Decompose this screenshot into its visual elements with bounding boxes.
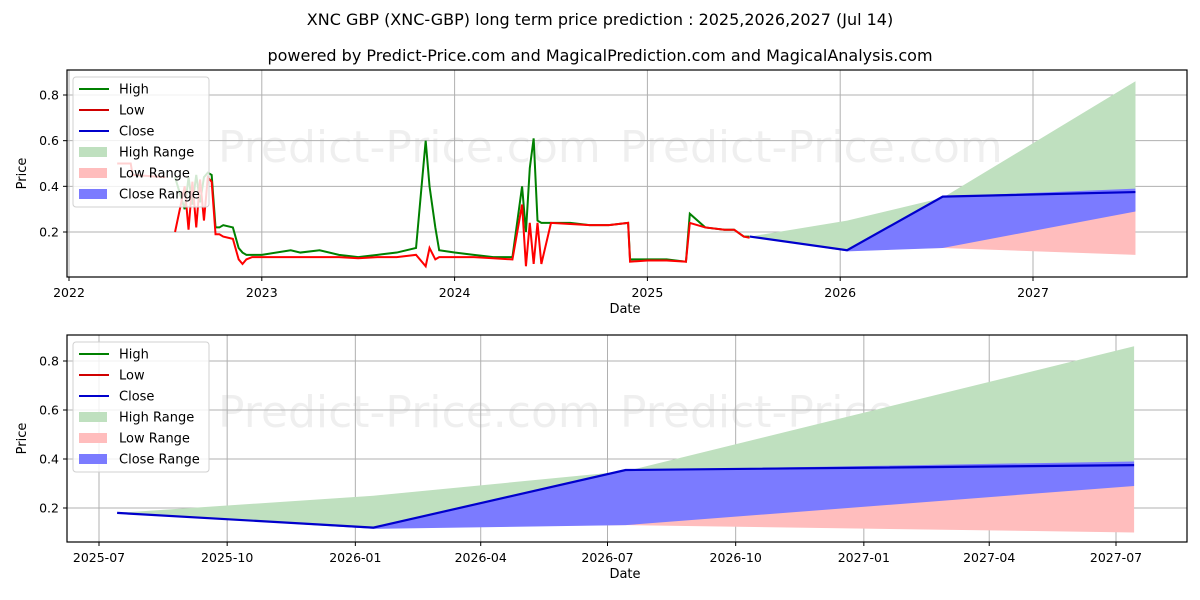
legend-label: Low [119,104,145,119]
low-line [174,174,750,269]
y-tick-label: 0.8 [39,354,59,369]
y-tick-label: 0.8 [39,88,59,103]
high-range-area [749,81,1136,251]
watermark: Predict-Price.com [218,387,601,438]
legend-swatch-low-range [79,168,107,178]
high-range-area [117,346,1135,528]
legend-label: Low [119,369,145,384]
close-line [749,190,1136,252]
x-tick-label: 2026 [824,285,856,300]
y-tick-label: 0.2 [39,501,59,516]
legend-label: Low Range [119,432,190,447]
y-axis-label: Price [15,423,30,455]
y-tick-label: 0.4 [39,452,59,467]
legend-label: Close [119,390,154,405]
y-axis-label: Price [15,158,30,190]
y-tick-label: 0.6 [39,403,59,418]
x-tick-label: 2024 [439,285,471,300]
legend-label: High [119,348,149,363]
bottom-plot-frame [66,334,1188,543]
legend-swatch-close-range [79,454,107,464]
legend-label: Close Range [119,453,200,468]
x-tick-label: 2023 [246,285,278,300]
watermark: Predict-Price.com [218,122,601,173]
close-line [117,464,1135,529]
x-tick-label: 2026-04 [455,550,507,565]
x-tick-label: 2025-07 [73,550,125,565]
x-tick-label: 2026-01 [329,550,381,565]
x-tick-label: 2026-07 [581,550,633,565]
x-tick-label: 2027-04 [963,550,1015,565]
x-tick-label: 2022 [53,285,85,300]
x-axis-label: Date [609,302,640,317]
legend-label: High Range [119,411,194,426]
legend-label: Low Range [119,167,190,182]
x-tick-label: 2025 [631,285,663,300]
legend-label: Close [119,125,154,140]
legend-swatch-high-range [79,147,107,157]
legend-label: Close Range [119,188,200,203]
chart-title: XNC GBP (XNC-GBP) long term price predic… [306,10,894,29]
bottom-chart: Predict-Price.com Predict-Price.com0.20.4… [15,334,1188,582]
x-tick-label: 2027-07 [1090,550,1142,565]
x-tick-label: 2027 [1017,285,1049,300]
chart-subtitle: powered by Predict-Price.com and Magical… [267,46,933,65]
legend-swatch-high-range [79,412,107,422]
x-axis-label: Date [609,567,640,582]
close-range-area [749,188,1136,252]
x-tick-label: 2025-10 [201,550,253,565]
y-tick-label: 0.6 [39,133,59,148]
legend-label: High [119,83,149,98]
x-tick-label: 2027-01 [838,550,890,565]
close-range-area [117,461,1135,529]
top-chart: Predict-Price.com Predict-Price.com 0.2 0.4… [15,69,1188,317]
y-tick-label: 0.2 [39,225,59,240]
legend-swatch-low-range [79,433,107,443]
top-plot-frame [66,69,1188,278]
legend-label: High Range [119,146,194,161]
legend-swatch-close-range [79,189,107,199]
x-tick-label: 2026-10 [710,550,762,565]
y-tick-label: 0.4 [39,179,59,194]
watermark: Predict-Price.com [620,122,1003,173]
